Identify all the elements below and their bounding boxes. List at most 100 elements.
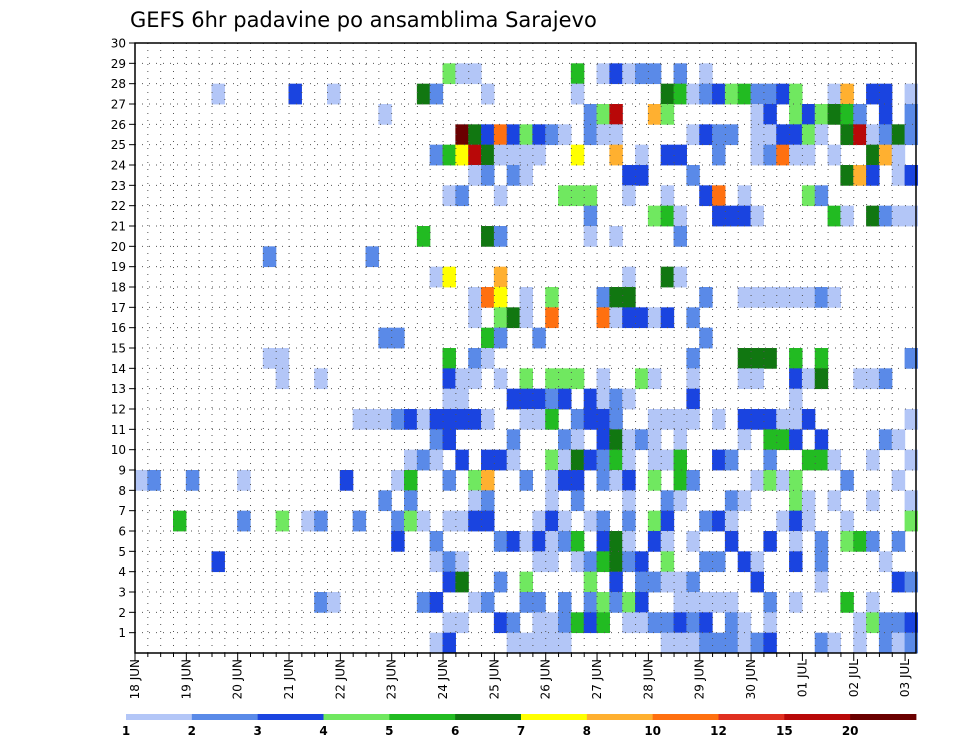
precip-cell <box>827 490 842 512</box>
precip-cell <box>147 470 161 491</box>
y-tick-label: 21 <box>111 220 126 234</box>
precip-cell <box>545 551 559 573</box>
precip-cell <box>481 470 495 491</box>
x-tick-label: 21 JUN <box>282 659 296 699</box>
precip-cell <box>622 63 636 85</box>
precip-cell <box>455 449 469 471</box>
precip-cell <box>622 266 636 288</box>
colorbar-swatch <box>455 714 522 720</box>
precip-cell <box>570 83 585 105</box>
x-tick-label: 20 JUN <box>231 659 245 699</box>
precip-cell <box>827 144 842 166</box>
precip-cell <box>737 409 752 430</box>
precip-cell <box>763 592 777 613</box>
precip-cell <box>570 612 585 634</box>
precip-cell <box>442 348 456 369</box>
precip-cell <box>840 165 854 186</box>
precip-cell <box>442 266 456 288</box>
x-tick-label: 29 JUN <box>693 659 707 699</box>
precip-cell <box>519 144 533 166</box>
precip-cell <box>622 185 636 207</box>
precip-cell <box>455 409 469 430</box>
precip-cell <box>878 104 893 125</box>
precip-cell <box>647 104 662 125</box>
precip-cell <box>545 287 559 308</box>
precip-cell <box>622 429 636 451</box>
precip-cell <box>635 612 649 634</box>
precip-cell <box>891 429 906 451</box>
precip-cell <box>519 165 533 186</box>
precip-cell <box>211 83 225 105</box>
y-tick-label: 19 <box>111 260 126 274</box>
precip-cell <box>583 226 598 247</box>
precip-cell <box>853 165 867 186</box>
precip-cell <box>609 307 623 329</box>
precip-cell <box>904 348 919 369</box>
precip-cell <box>635 165 649 186</box>
precip-cell <box>840 510 854 532</box>
precip-cell <box>724 592 739 613</box>
precip-cell <box>789 388 803 410</box>
precip-cell <box>570 429 585 451</box>
precip-cell <box>455 388 469 410</box>
precip-cell <box>763 104 777 125</box>
precip-cell <box>750 470 764 491</box>
precip-cell <box>275 368 290 390</box>
precip-cell <box>878 124 893 146</box>
precip-cell <box>763 144 777 166</box>
precip-cell <box>673 592 687 613</box>
precip-cell <box>801 449 816 471</box>
precip-cell <box>468 144 482 166</box>
precip-cell <box>262 348 277 369</box>
precip-cell <box>429 449 444 471</box>
precip-cell <box>570 449 585 471</box>
precip-cell <box>519 592 533 613</box>
precip-cell <box>840 205 854 227</box>
precip-cell <box>558 388 572 410</box>
precip-cell <box>622 307 636 329</box>
precip-cell <box>712 409 726 430</box>
precip-cell <box>596 287 610 308</box>
precip-cell <box>801 368 816 390</box>
precip-cell <box>750 368 764 390</box>
precip-cell <box>596 409 610 430</box>
precip-cell <box>237 510 251 532</box>
precip-cell <box>519 124 533 146</box>
precip-cell <box>801 144 816 166</box>
y-tick-label: 3 <box>118 586 126 600</box>
precip-cell <box>673 83 687 105</box>
precip-cell <box>493 185 508 207</box>
precip-cell <box>378 327 392 349</box>
precip-cell <box>737 348 752 369</box>
y-tick-label: 26 <box>111 118 126 132</box>
precip-cell <box>814 348 829 369</box>
precip-cell <box>750 144 764 166</box>
precip-cell <box>814 531 829 552</box>
y-tick-label: 7 <box>118 504 126 518</box>
precip-cell <box>750 632 764 654</box>
precip-cell <box>506 144 521 166</box>
precip-cell <box>699 612 713 634</box>
precip-cell <box>673 449 687 471</box>
precip-cell <box>827 449 842 471</box>
precip-cell <box>288 83 302 105</box>
precip-cell <box>891 144 906 166</box>
precip-cell <box>891 571 906 593</box>
precip-cell <box>352 409 367 430</box>
precip-cell <box>866 165 880 186</box>
precip-cell <box>801 185 816 207</box>
y-axis: 1234567891011121314151617181920212223242… <box>111 37 135 640</box>
colorbar-label: 5 <box>385 724 393 738</box>
precip-cell <box>596 531 610 552</box>
precip-cell <box>532 592 546 613</box>
precip-cell <box>609 531 623 552</box>
precip-cell <box>185 470 200 491</box>
precip-cell <box>686 124 700 146</box>
precip-cell <box>660 632 675 654</box>
precip-cell <box>429 83 444 105</box>
colorbar: 1 2 3 4 5 6 7 8 10 12 15 20 <box>122 714 917 738</box>
precip-cell <box>853 612 867 634</box>
precip-cell <box>558 124 572 146</box>
precip-cell <box>699 83 713 105</box>
precip-cell <box>776 510 790 532</box>
